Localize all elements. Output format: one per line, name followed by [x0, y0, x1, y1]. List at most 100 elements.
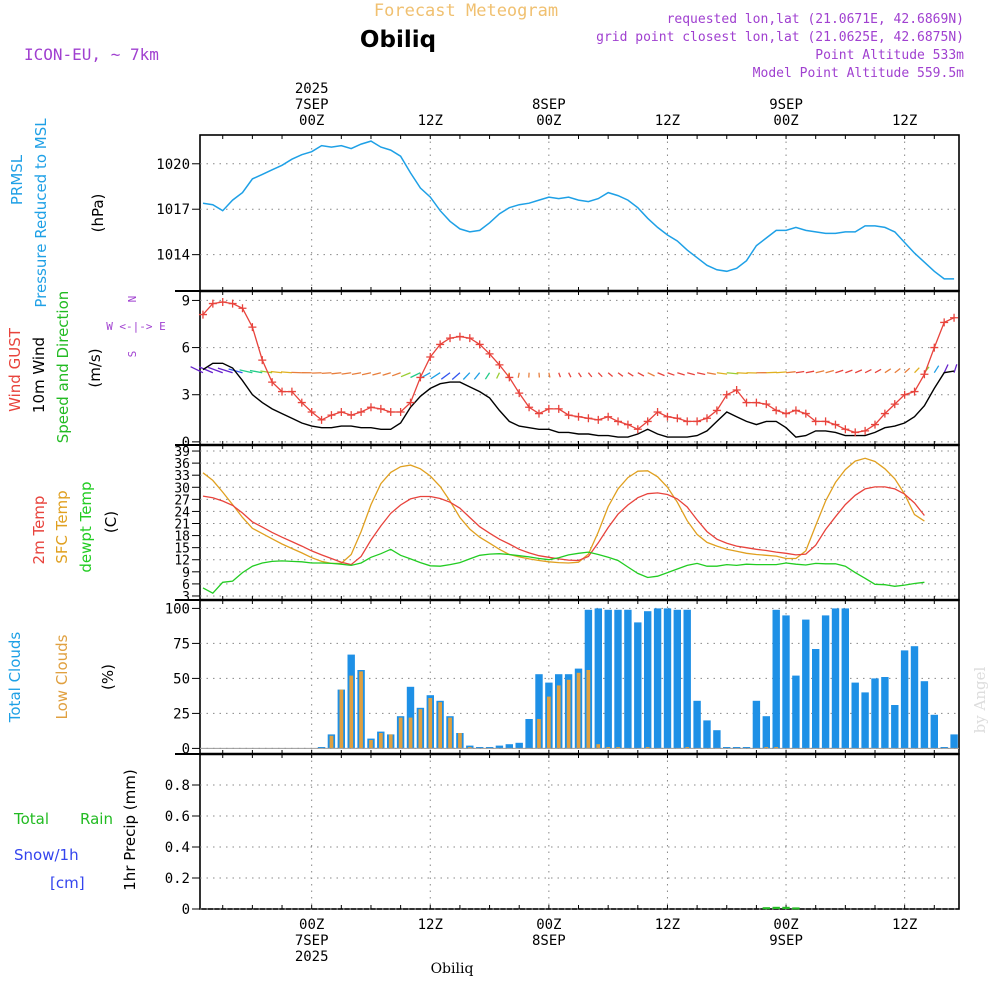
wind-gust-point: [772, 406, 781, 415]
wind-gust-point: [406, 398, 415, 407]
total-cloud-bar: [752, 700, 761, 749]
wind-gust-point: [811, 417, 820, 426]
wind-arrow: [451, 372, 461, 380]
wind-arrow: [473, 372, 481, 380]
wind-arrow: [239, 369, 253, 374]
pressure-unit: (hPa): [89, 194, 107, 233]
total-cloud-bar: [653, 608, 662, 749]
low-cloud-bar: [547, 696, 551, 749]
wind-arrow: [190, 366, 204, 374]
wind-gust-point: [930, 343, 939, 352]
pressure-panel-frame: [199, 134, 960, 292]
total-cloud-bar: [703, 720, 711, 749]
total-cloud-bar: [821, 615, 830, 749]
wind-gust-point: [801, 409, 810, 418]
bottom-time-label: 2025: [295, 949, 329, 965]
wind-gust-point: [782, 409, 791, 418]
temp-y-tick-label: 24: [174, 505, 190, 520]
low-cloud-bar: [408, 717, 413, 749]
wind-arrow: [400, 372, 411, 378]
wind-arrow: [440, 372, 451, 380]
temp-panel-frame: [199, 444, 960, 601]
model-altitude: Model Point Altitude 559.5m: [753, 66, 964, 81]
wind-arrow: [391, 372, 401, 377]
pressure-panel-labels: PRMSL Pressure Reduced to MSL (hPa): [8, 118, 107, 308]
total-cloud-bar: [891, 705, 899, 749]
total-cloud-bar: [950, 734, 958, 749]
rain-label: Rain: [80, 810, 113, 828]
temp-y-tick-label: 12: [174, 554, 190, 569]
wind-gust-point: [446, 334, 455, 343]
top-time-label: 2025: [295, 81, 329, 97]
wind-y-tick-label: 0: [182, 435, 190, 451]
cloud-panel-labels: Total Clouds Low Clouds (%): [6, 632, 117, 724]
wind-gust-point: [228, 299, 237, 308]
prmsl-label: PRMSL: [8, 154, 26, 205]
wind-gust-point: [465, 334, 474, 343]
footer-station: Obiliq: [431, 961, 474, 977]
wind-arrow: [351, 372, 362, 376]
total-cloud-bar: [940, 747, 948, 749]
wind-arrow: [462, 372, 471, 380]
total-cloud-bar: [723, 747, 731, 749]
temp-y-tick-label: 36: [174, 457, 190, 472]
total-cloud-bar: [841, 608, 849, 749]
total-cloud-bar: [515, 742, 523, 749]
wind-arrow: [815, 370, 825, 374]
wind-gust-point: [357, 408, 366, 416]
total-cloud-bar: [930, 714, 938, 749]
wind-arrow: [617, 372, 624, 377]
wind-arrow: [568, 372, 572, 378]
clouds-y-tick-label: 50: [173, 671, 190, 687]
total-cloud-bar: [673, 609, 681, 749]
wind-arrow: [716, 372, 728, 375]
rain-bar: [792, 907, 800, 910]
total-cloud-bar: [693, 700, 701, 749]
cloud-unit: (%): [99, 664, 117, 690]
temp-y-tick-label: 9: [182, 566, 190, 581]
wind-gust-point: [218, 298, 227, 306]
wind-gust-point: [534, 409, 543, 418]
bottom-time-label: 7SEP: [295, 933, 329, 949]
low-cloud-bar: [379, 733, 383, 749]
wind-gust-point: [208, 299, 217, 308]
total-cloud-bar: [713, 730, 721, 749]
wind-arrow: [558, 372, 562, 378]
requested-coords: requested lon,lat (21.0671E, 42.6869N): [667, 12, 964, 27]
tsfc-label: SFC Temp: [53, 490, 71, 563]
wind-arrow: [321, 372, 332, 375]
wind-gust-point: [851, 428, 860, 437]
wind-arrow: [496, 372, 501, 379]
total-cloud-bar: [505, 744, 513, 749]
compass-south: S: [126, 351, 139, 358]
wind-gust-point: [693, 417, 702, 426]
wind-gust-point: [861, 426, 870, 435]
wind-direction-arrows: [190, 364, 958, 380]
wind-gust-point: [376, 404, 385, 413]
low-cloud-bar: [329, 735, 334, 749]
wind-gust-point: [436, 340, 445, 349]
low-cloud-bar: [596, 744, 601, 749]
total-cloud-bar: [920, 681, 929, 749]
wind-arrow: [894, 367, 901, 374]
total-cloud-bar: [792, 675, 800, 749]
wind-gust-point: [890, 400, 899, 409]
pressure-y-tick-label: 1014: [156, 248, 190, 264]
low-cloud-bar: [339, 689, 344, 749]
wind-arrow: [726, 372, 739, 375]
top-time-label: 00Z: [773, 113, 798, 129]
total-cloud-bar: [663, 608, 672, 749]
top-time-label: 00Z: [299, 113, 324, 129]
wind-gust-point: [544, 404, 553, 413]
low-cloud-bar: [418, 709, 423, 749]
compass-north: N: [126, 296, 139, 303]
wind-y-tick-label: 3: [182, 388, 190, 404]
clouds-y-tick-label: 25: [173, 706, 190, 722]
wind-arrow: [835, 369, 844, 374]
dewpt-line: [202, 548, 925, 595]
data-series: [190, 140, 959, 910]
wind-gust-point: [643, 417, 652, 426]
wind-gust-point: [633, 425, 642, 434]
wind-arrow: [517, 372, 520, 378]
total-cloud-bar: [476, 747, 484, 749]
